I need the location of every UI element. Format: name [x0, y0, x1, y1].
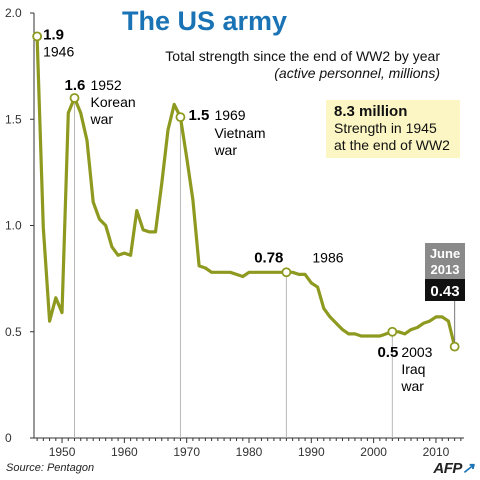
- annotation-year: 1986: [312, 249, 343, 265]
- ww2-callout: 8.3 million Strength in 1945 at the end …: [326, 100, 460, 158]
- annotation-value: 1.6: [65, 77, 86, 94]
- y-tick-label: 0: [5, 431, 12, 445]
- annotation-marker: [281, 267, 292, 278]
- chart-subtitle: Total strength since the end of WW2 by y…: [165, 48, 440, 82]
- annotation-value: 0.78: [254, 249, 283, 266]
- annotation-event: Iraq: [401, 361, 425, 377]
- afp-swoosh-icon: ↗: [461, 460, 475, 477]
- badge-year: 2013: [431, 262, 460, 277]
- y-tick-label: 1.0: [5, 219, 22, 233]
- source-note: Source: Pentagon: [6, 462, 95, 474]
- annotation-event: war: [90, 111, 114, 127]
- annotation-year: 2003: [401, 344, 432, 360]
- callout-line2: at the end of WW2: [334, 137, 450, 153]
- x-tick-label: 2010: [423, 445, 450, 459]
- badge-value-box: [425, 279, 465, 301]
- annotation-marker: [32, 31, 43, 42]
- badge-month: June: [430, 246, 460, 261]
- annotation-value: 1.9: [43, 26, 64, 43]
- annotation-event: war: [213, 142, 237, 158]
- x-tick-label: 1960: [111, 445, 138, 459]
- badge-date-box: [425, 243, 465, 279]
- unit-note: (active personnel, millions): [274, 65, 440, 81]
- annotation-year: 1946: [43, 43, 74, 59]
- afp-logo: AFP↗: [433, 459, 474, 477]
- annotation-marker: [69, 93, 80, 103]
- afp-logo-text: AFP: [433, 460, 462, 477]
- subtitle-text: Total strength since the end of WW2 by y…: [165, 48, 440, 64]
- end-marker: [449, 341, 460, 352]
- annotation-event: Vietnam: [214, 125, 265, 141]
- annotation-event: Korean: [91, 94, 136, 110]
- chart-title: The US army: [122, 6, 288, 36]
- badge-value: 0.43: [430, 283, 459, 300]
- annotation-value: 1.5: [188, 107, 209, 124]
- annotation-marker: [175, 112, 186, 123]
- x-tick-label: 1950: [49, 445, 76, 459]
- y-tick-label: 2.0: [5, 6, 22, 20]
- x-tick-label: 1990: [298, 445, 325, 459]
- annotation-marker: [387, 326, 398, 337]
- x-tick-label: 1970: [173, 445, 200, 459]
- x-tick-label: 2000: [360, 445, 387, 459]
- y-tick-label: 0.5: [5, 325, 22, 339]
- annotation-year: 1969: [214, 107, 245, 123]
- callout-line1: Strength in 1945: [334, 120, 437, 136]
- y-tick-label: 1.5: [5, 112, 22, 126]
- strength-series-line: [35, 34, 457, 349]
- annotation-event: war: [400, 378, 424, 394]
- x-tick-label: 1980: [236, 445, 263, 459]
- callout-value: 8.3 million: [334, 103, 408, 120]
- annotation-value: 0.5: [377, 344, 398, 361]
- annotation-year: 1952: [91, 77, 122, 93]
